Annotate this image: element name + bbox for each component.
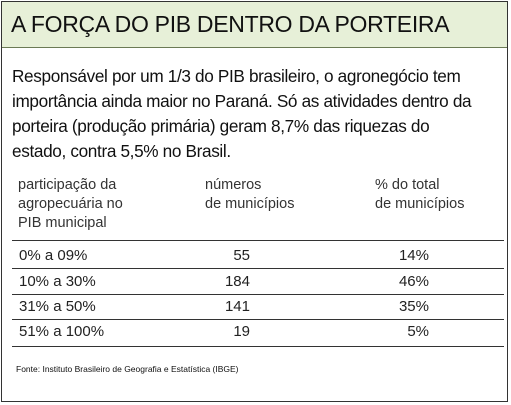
- table-divider: [12, 346, 504, 347]
- cell-percent: 46%: [398, 273, 429, 290]
- table-row: 31% a 50% 141 35%: [2, 298, 507, 322]
- column-header-count: números de municípios: [205, 176, 294, 214]
- table-divider: [12, 319, 504, 320]
- lead-line: importância ainda maior no Paraná. Só as…: [12, 91, 472, 111]
- column-header-line: números: [205, 177, 262, 193]
- column-header-line: participação da: [18, 177, 117, 193]
- page-title: A FORÇA DO PIB DENTRO DA PORTEIRA: [11, 11, 450, 37]
- table-row: 10% a 30% 184 46%: [2, 273, 507, 297]
- cell-range: 51% a 100%: [19, 323, 105, 340]
- cell-range: 10% a 30%: [19, 273, 96, 290]
- lead-paragraph: Responsável por um 1/3 do PIB brasileiro…: [12, 64, 502, 164]
- cell-count: 184: [224, 273, 250, 290]
- lead-line: estado, contra 5,5% no Brasil.: [12, 141, 231, 161]
- table-divider: [12, 240, 504, 241]
- table-divider: [12, 294, 504, 295]
- table-row: 0% a 09% 55 14%: [2, 247, 507, 271]
- lead-line: porteira (produção primária) geram 8,7% …: [12, 116, 430, 136]
- cell-percent: 35%: [398, 298, 429, 315]
- column-header-line: de municípios: [205, 196, 295, 212]
- table-divider: [12, 268, 504, 269]
- column-header-percent: % do total de municípios: [375, 176, 464, 214]
- column-header-line: agropecuária no: [18, 196, 123, 212]
- table-row: 51% a 100% 19 5%: [2, 323, 507, 347]
- cell-percent: 14%: [398, 247, 429, 264]
- column-header-line: PIB municipal: [18, 215, 107, 231]
- column-header-line: % do total: [375, 177, 440, 193]
- cell-count: 55: [233, 247, 250, 264]
- cell-range: 0% a 09%: [19, 247, 88, 264]
- cell-range: 31% a 50%: [19, 298, 96, 315]
- cell-percent: 5%: [407, 323, 429, 340]
- cell-count: 19: [233, 323, 250, 340]
- title-bar: A FORÇA DO PIB DENTRO DA PORTEIRA: [2, 2, 507, 48]
- lead-line: Responsável por um 1/3 do PIB brasileiro…: [12, 66, 461, 86]
- cell-count: 141: [224, 298, 250, 315]
- source-note: Fonte: Instituto Brasileiro de Geografia…: [16, 364, 239, 374]
- column-header-participation: participação da agropecuária no PIB muni…: [18, 176, 123, 233]
- column-header-line: de municípios: [375, 196, 465, 212]
